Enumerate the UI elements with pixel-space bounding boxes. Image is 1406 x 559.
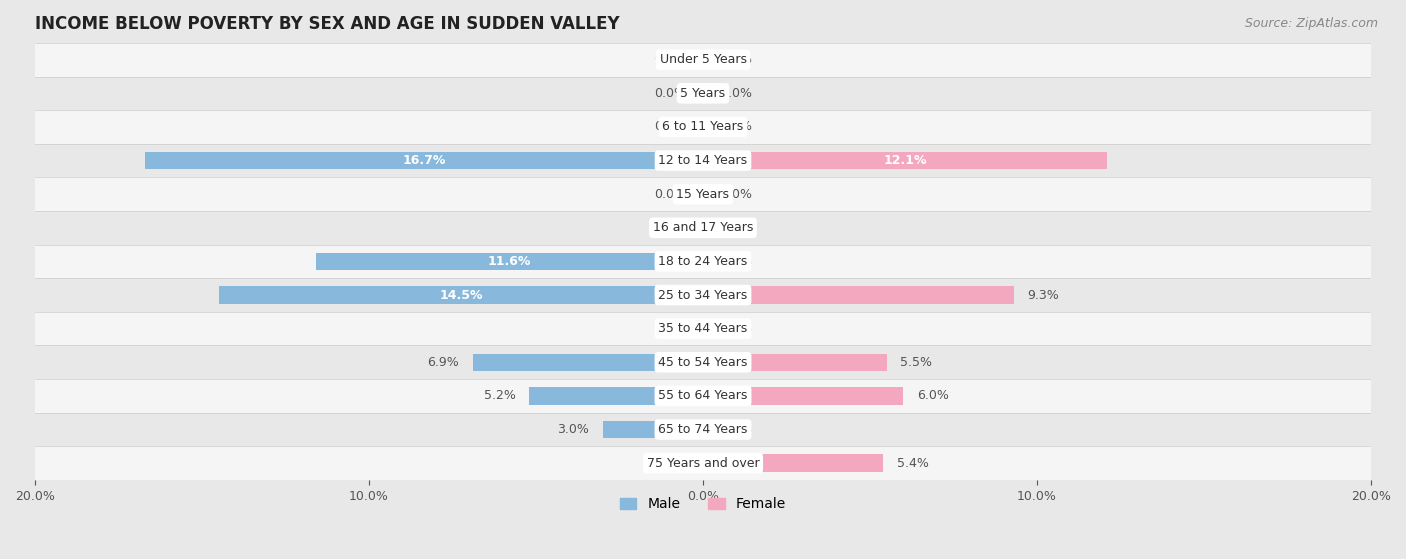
Bar [693,186,703,203]
Text: 0.0%: 0.0% [720,188,752,201]
Text: Source: ZipAtlas.com: Source: ZipAtlas.com [1244,17,1378,30]
Bar [703,454,883,472]
Bar [35,345,1371,379]
Text: 0.0%: 0.0% [654,53,686,66]
Bar [703,353,887,371]
Bar [315,253,703,270]
Bar [35,177,1371,211]
Text: 5.5%: 5.5% [900,356,932,369]
Bar [703,421,713,438]
Text: 0.0%: 0.0% [720,322,752,335]
Bar [703,186,713,203]
Text: 55 to 64 Years: 55 to 64 Years [658,390,748,402]
Text: 15 Years: 15 Years [676,188,730,201]
Text: 6 to 11 Years: 6 to 11 Years [662,120,744,134]
Text: 12.1%: 12.1% [883,154,927,167]
Bar [35,413,1371,446]
Text: Under 5 Years: Under 5 Years [659,53,747,66]
Text: 0.0%: 0.0% [720,221,752,234]
Bar [529,387,703,405]
Text: 0.0%: 0.0% [654,188,686,201]
Text: INCOME BELOW POVERTY BY SEX AND AGE IN SUDDEN VALLEY: INCOME BELOW POVERTY BY SEX AND AGE IN S… [35,15,620,33]
Bar [703,219,713,236]
Bar [35,379,1371,413]
Text: 0.0%: 0.0% [720,255,752,268]
Text: 3.0%: 3.0% [558,423,589,436]
Legend: Male, Female: Male, Female [614,491,792,517]
Text: 0.0%: 0.0% [654,322,686,335]
Bar [693,51,703,68]
Bar [703,320,713,338]
Text: 0.0%: 0.0% [720,87,752,100]
Text: 0.0%: 0.0% [720,53,752,66]
Text: 5.4%: 5.4% [897,457,928,470]
Text: 65 to 74 Years: 65 to 74 Years [658,423,748,436]
Text: 0.0%: 0.0% [654,457,686,470]
Text: 12 to 14 Years: 12 to 14 Years [658,154,748,167]
Bar [35,43,1371,77]
Bar [35,110,1371,144]
Bar [693,454,703,472]
Text: 0.0%: 0.0% [654,120,686,134]
Bar [219,286,703,304]
Bar [35,312,1371,345]
Text: 11.6%: 11.6% [488,255,531,268]
Text: 14.5%: 14.5% [439,288,482,301]
Bar [693,118,703,136]
Text: 35 to 44 Years: 35 to 44 Years [658,322,748,335]
Text: 0.0%: 0.0% [654,221,686,234]
Bar [703,84,713,102]
Text: 9.3%: 9.3% [1026,288,1059,301]
Text: 25 to 34 Years: 25 to 34 Years [658,288,748,301]
Bar [693,84,703,102]
Text: 16 and 17 Years: 16 and 17 Years [652,221,754,234]
Bar [703,253,713,270]
Bar [603,421,703,438]
Bar [35,77,1371,110]
Text: 75 Years and over: 75 Years and over [647,457,759,470]
Bar [35,278,1371,312]
Bar [35,211,1371,245]
Text: 6.0%: 6.0% [917,390,949,402]
Bar [145,152,703,169]
Text: 16.7%: 16.7% [402,154,446,167]
Text: 5 Years: 5 Years [681,87,725,100]
Text: 0.0%: 0.0% [720,120,752,134]
Bar [472,353,703,371]
Bar [35,446,1371,480]
Text: 5.2%: 5.2% [484,390,516,402]
Bar [35,245,1371,278]
Text: 18 to 24 Years: 18 to 24 Years [658,255,748,268]
Text: 6.9%: 6.9% [427,356,460,369]
Text: 0.0%: 0.0% [720,423,752,436]
Bar [703,118,713,136]
Text: 0.0%: 0.0% [654,87,686,100]
Text: 45 to 54 Years: 45 to 54 Years [658,356,748,369]
Bar [693,219,703,236]
Bar [703,51,713,68]
Bar [35,144,1371,177]
Bar [703,286,1014,304]
Bar [703,152,1107,169]
Bar [693,320,703,338]
Bar [703,387,904,405]
